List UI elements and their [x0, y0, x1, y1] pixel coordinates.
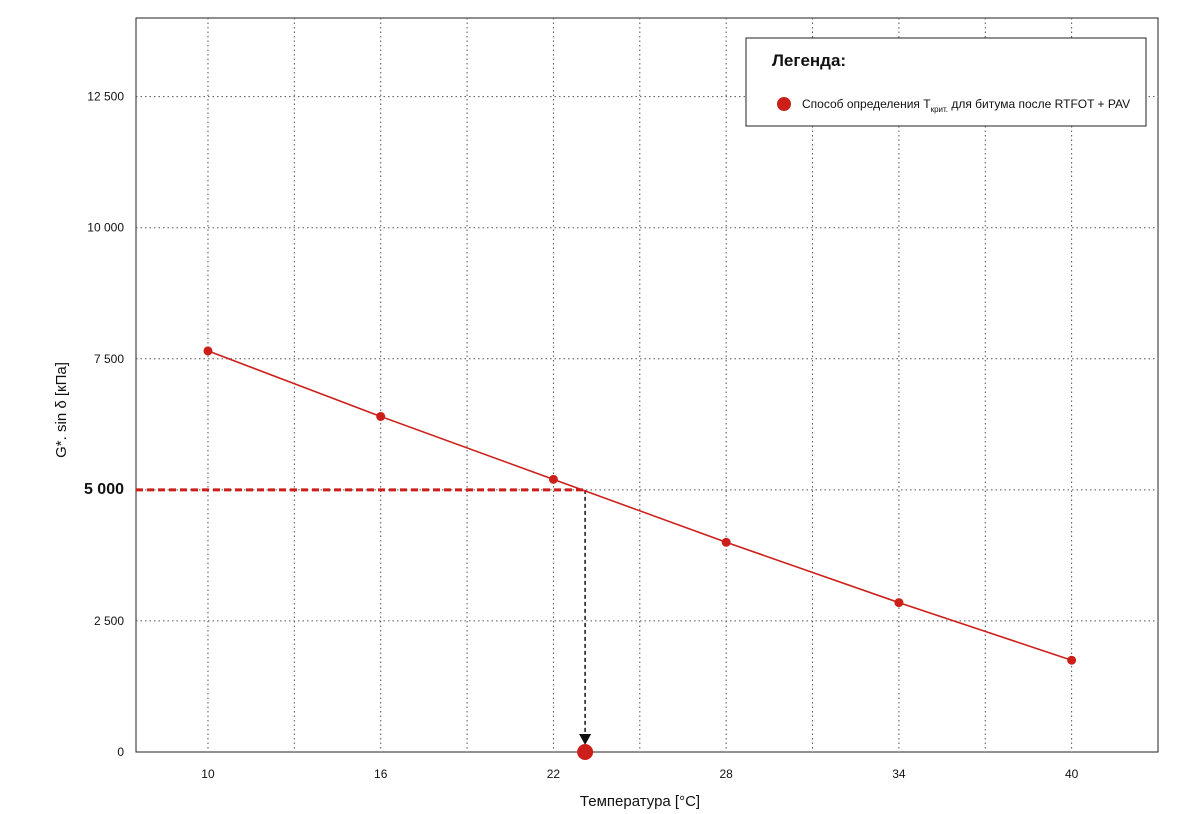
critical-temperature-marker — [577, 744, 594, 760]
x-axis-ticks: 10 16 22 28 34 40 — [201, 767, 1078, 781]
y-tick-label: 5 000 — [84, 481, 124, 498]
series-line — [207, 350, 1072, 662]
y-tick-label: 12 500 — [87, 90, 124, 104]
legend-entry-rest: для битума после RTFOT + PAV — [948, 97, 1130, 111]
data-point — [548, 474, 558, 484]
data-point — [1067, 655, 1077, 665]
reference-lines — [136, 488, 594, 760]
data-point — [203, 346, 213, 356]
y-axis-title: G*. sin δ [кПа] — [53, 362, 70, 458]
data-point — [376, 411, 386, 421]
data-point — [894, 598, 904, 608]
legend-entry-sub: крит. — [931, 105, 948, 114]
x-tick-label: 40 — [1065, 767, 1079, 781]
y-tick-label: 10 000 — [87, 221, 124, 235]
x-tick-label: 10 — [201, 767, 215, 781]
x-axis-title: Температура [°C] — [580, 793, 700, 810]
legend-entry: Способ определения Tкрит. для битума пос… — [802, 97, 1130, 114]
series — [203, 346, 1077, 665]
x-tick-label: 34 — [892, 767, 906, 781]
legend-marker — [777, 97, 791, 111]
legend-entry-main: Способ определения T — [802, 97, 931, 111]
plot-area — [135, 17, 1159, 753]
legend-title: Легенда: — [772, 51, 846, 70]
x-tick-label: 16 — [374, 767, 388, 781]
y-axis-ticks: 0 2 500 5 000 7 500 10 000 12 500 — [84, 90, 124, 759]
legend: Легенда: Способ определения Tкрит. для б… — [745, 37, 1147, 127]
data-point — [721, 537, 731, 547]
x-tick-label: 22 — [547, 767, 561, 781]
legend-box — [745, 37, 1147, 127]
x-tick-label: 28 — [719, 767, 733, 781]
y-tick-label: 0 — [117, 745, 124, 759]
y-tick-label: 7 500 — [94, 352, 124, 366]
reference-arrowhead — [579, 734, 592, 745]
y-tick-label: 2 500 — [94, 614, 124, 628]
